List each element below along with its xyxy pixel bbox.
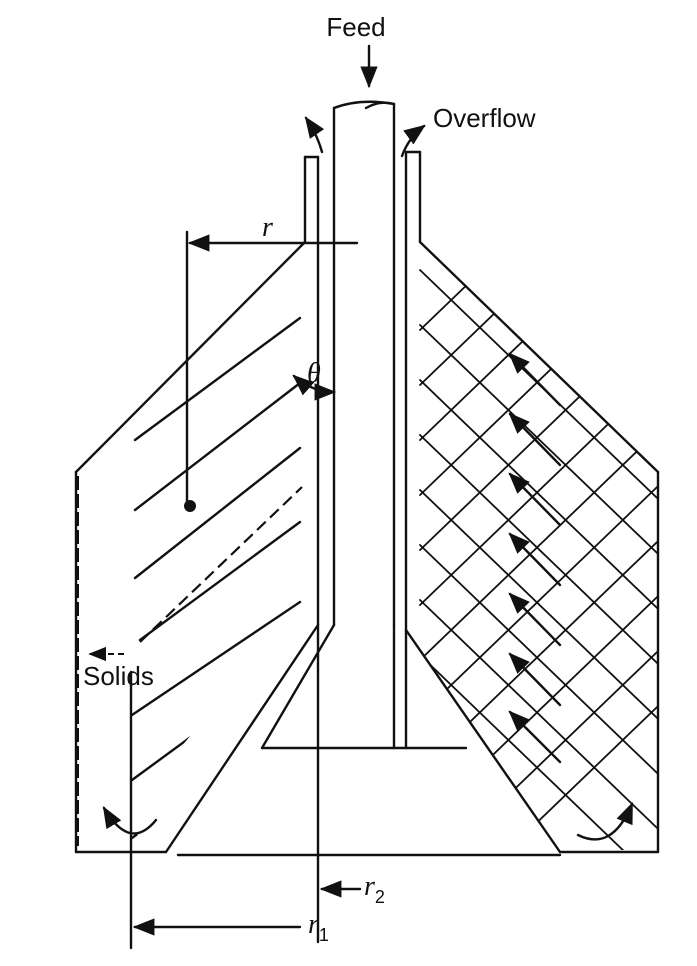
radius-r-label: r: [262, 212, 273, 243]
flow-arrows: [508, 352, 562, 764]
bowl-outline: [74, 240, 660, 857]
overflow-label: Overflow: [433, 103, 536, 133]
solids-label: Solids: [83, 661, 154, 691]
theta-label: θ: [307, 358, 321, 389]
overflow-arrow-left: [304, 116, 325, 154]
overflow-collar: [303, 150, 422, 607]
overflow-arrow-right: [400, 124, 426, 158]
feed-label: Feed: [326, 12, 385, 42]
left-disc-stack: [130, 316, 305, 840]
r2-label: r2: [364, 871, 385, 907]
inner-cone: [164, 598, 562, 854]
r1-label: r1: [308, 909, 329, 945]
particle-dot: [184, 500, 196, 512]
feed-pipe: [260, 100, 396, 750]
circulation-arrow-right: [576, 802, 634, 841]
streamline-dashed: [139, 486, 303, 643]
right-disc-stack: [419, 242, 658, 850]
theta-arc: [292, 374, 337, 401]
